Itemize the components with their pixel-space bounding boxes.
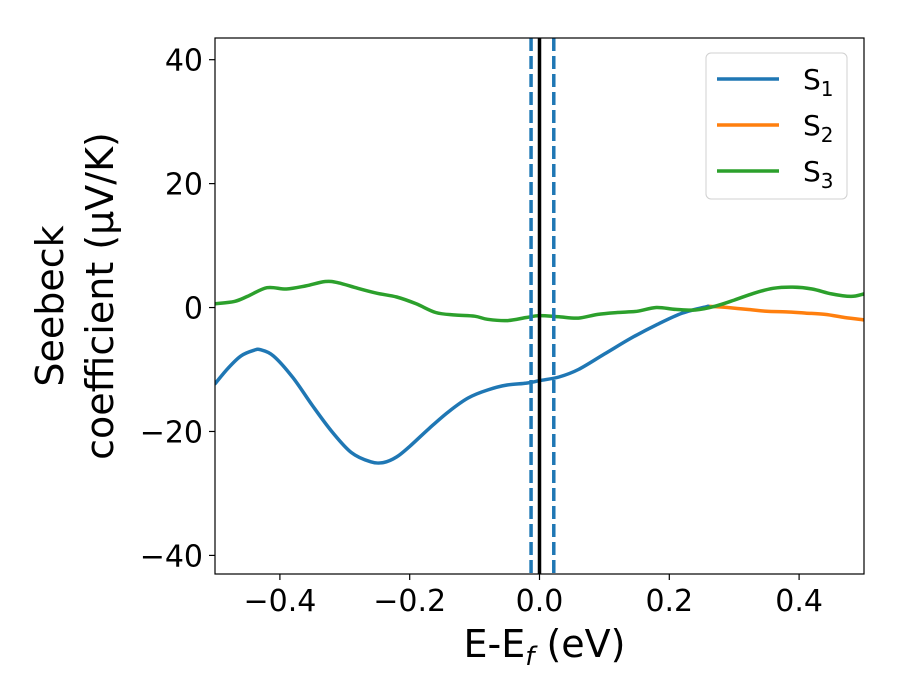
x-tick-label: 0.0 [516,584,564,619]
axis-ticks: −0.4 −0.2 0.0 0.2 0.4 −40 −20 0 20 40 [140,44,823,619]
legend-label-main: S [803,63,821,96]
x-tick-label: −0.4 [243,584,316,619]
legend-label-s3: S3 [803,155,834,193]
legend-label-sub: 3 [821,169,834,193]
series-line-s2 [706,304,864,322]
series-line-s1 [215,304,710,465]
y-tick-label: 20 [165,168,203,203]
x-tick-label: 0.4 [775,584,823,619]
plot-marks [215,38,864,574]
y-axis-label-line2: coefficient (μV/K) [78,132,122,460]
y-tick-label: −40 [140,539,203,574]
legend-label-s1: S1 [803,63,834,101]
y-axis-label: Seebeck coefficient (μV/K) [28,132,122,460]
legend-label-sub: 2 [821,123,834,147]
legend-label-main: S [803,155,821,188]
x-axis-label-unit: (eV) [534,622,625,666]
y-tick-label: 40 [165,44,203,79]
legend-label-main: S [803,109,821,142]
x-tick-label: 0.2 [645,584,693,619]
legend-label-sub: 1 [821,77,834,101]
x-axis-label-main: E-E [464,622,526,666]
series-line-s3 [215,279,864,323]
x-tick-label: −0.2 [373,584,446,619]
y-axis-label-line1: Seebeck [28,225,72,386]
legend-label-s2: S2 [803,109,834,147]
y-tick-label: −20 [140,415,203,450]
y-tick-label: 0 [184,292,203,327]
x-axis-label: E-Ef (eV) [464,622,626,672]
